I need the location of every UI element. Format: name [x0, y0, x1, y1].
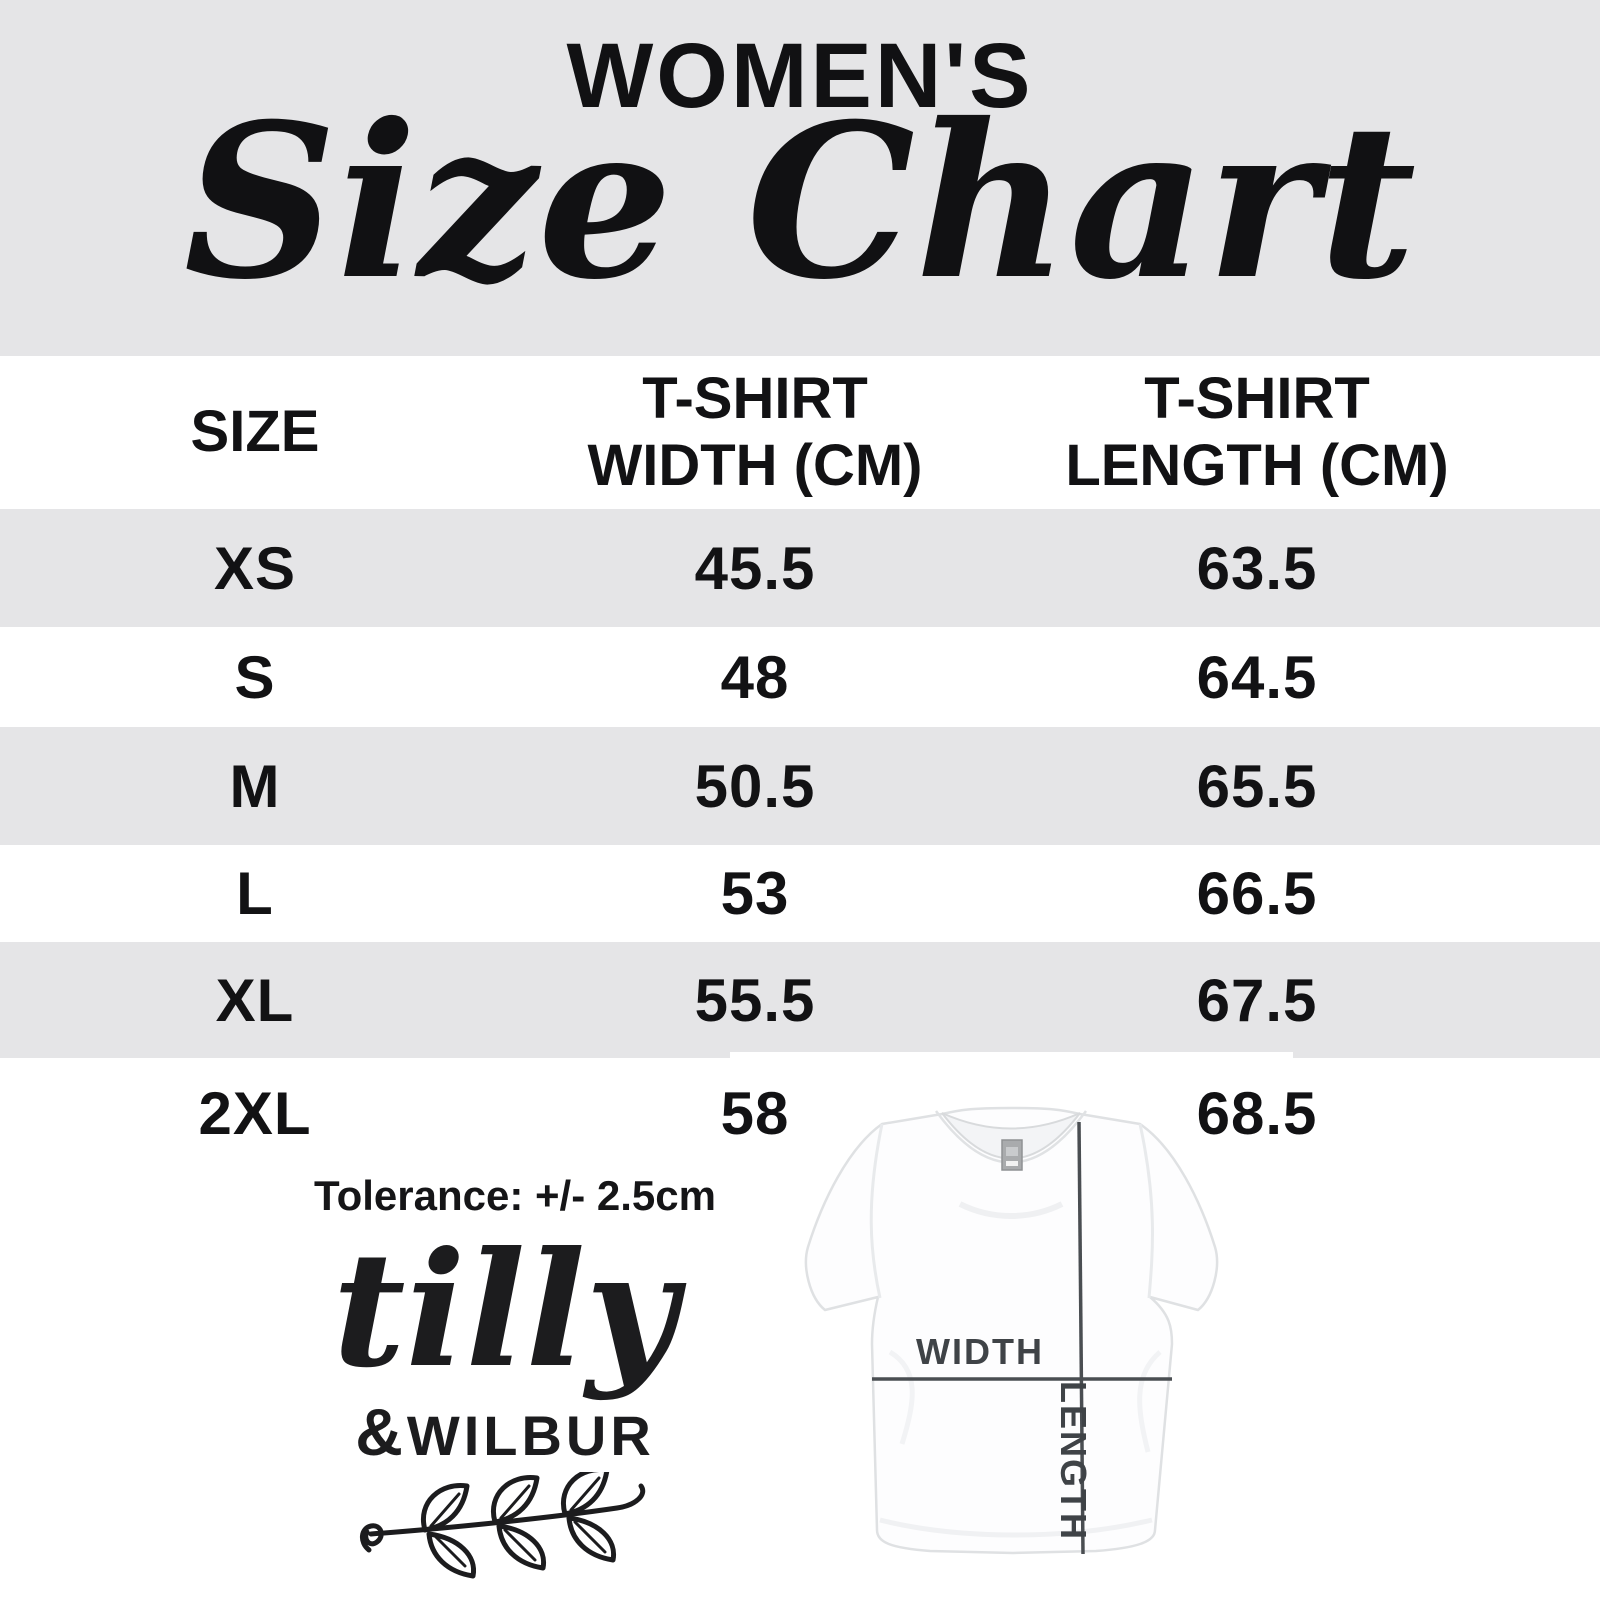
length-value: 65.5: [1196, 752, 1318, 820]
width-value: 50.5: [694, 752, 816, 820]
table-row: 2XL 58 68.5: [0, 1058, 1600, 1168]
size-value: 2XL: [198, 1079, 312, 1147]
width-value: 45.5: [694, 534, 816, 602]
column-header-label: T-SHIRT: [642, 366, 868, 432]
length-value: 67.5: [1196, 966, 1318, 1034]
table-header: SIZE T-SHIRT WIDTH (CM) T-SHIRT LENGTH (…: [0, 356, 1600, 509]
length-label: LENGTH: [1053, 1381, 1094, 1541]
table-row: S 48 64.5: [0, 627, 1600, 727]
row-stripe: [0, 509, 1600, 627]
size-value: S: [234, 643, 276, 711]
ampersand: &: [355, 1395, 407, 1469]
width-value: 58: [720, 1079, 790, 1147]
table-row: M 50.5 65.5: [0, 727, 1600, 845]
row-stripe: [0, 727, 1600, 845]
column-header-length: T-SHIRT LENGTH (CM): [1000, 356, 1514, 509]
column-header-label: LENGTH (CM): [1065, 432, 1449, 498]
brand-logo: tilly &WILBUR: [230, 1232, 780, 1587]
width-value: 55.5: [694, 966, 816, 1034]
tolerance-note: Tolerance: +/- 2.5cm: [314, 1172, 716, 1219]
column-header-label: T-SHIRT: [1144, 366, 1370, 432]
length-measure-line: [1077, 1121, 1085, 1555]
width-value: 48: [720, 643, 790, 711]
length-value: 63.5: [1196, 534, 1318, 602]
length-value: 64.5: [1196, 643, 1318, 711]
width-value: 53: [720, 860, 790, 927]
tshirt-image: WIDTH LENGTH: [804, 1106, 1219, 1555]
table-row: XS 45.5 63.5: [0, 509, 1600, 627]
brand-logo-script: tilly: [332, 1218, 678, 1403]
table-row: L 53 66.5: [0, 845, 1600, 942]
length-value: 66.5: [1196, 860, 1318, 927]
brand-logo-caps-word: WILBUR: [406, 1404, 655, 1467]
tshirt-diagram: WIDTH LENGTH: [730, 1052, 1293, 1564]
column-header-width: T-SHIRT WIDTH (CM): [510, 356, 1000, 509]
row-stripe: [0, 942, 1600, 1058]
laurel-branch-icon: [230, 1467, 780, 1587]
size-value: L: [236, 860, 274, 927]
column-header-label: WIDTH (CM): [587, 432, 923, 498]
size-value: M: [229, 752, 281, 820]
width-label: WIDTH: [916, 1331, 1044, 1372]
size-value: XS: [213, 534, 297, 602]
column-header-size: SIZE: [0, 356, 510, 509]
table-row: XL 55.5 67.5: [0, 942, 1600, 1058]
size-value: XL: [215, 966, 295, 1034]
column-header-label: SIZE: [190, 399, 320, 465]
header-kicker: WOMEN'S: [566, 25, 1034, 127]
page-title: Size Chart: [183, 77, 1417, 326]
brand-logo-caps: &WILBUR: [230, 1394, 780, 1470]
header-band: [0, 0, 1600, 356]
length-value: 68.5: [1196, 1079, 1318, 1147]
